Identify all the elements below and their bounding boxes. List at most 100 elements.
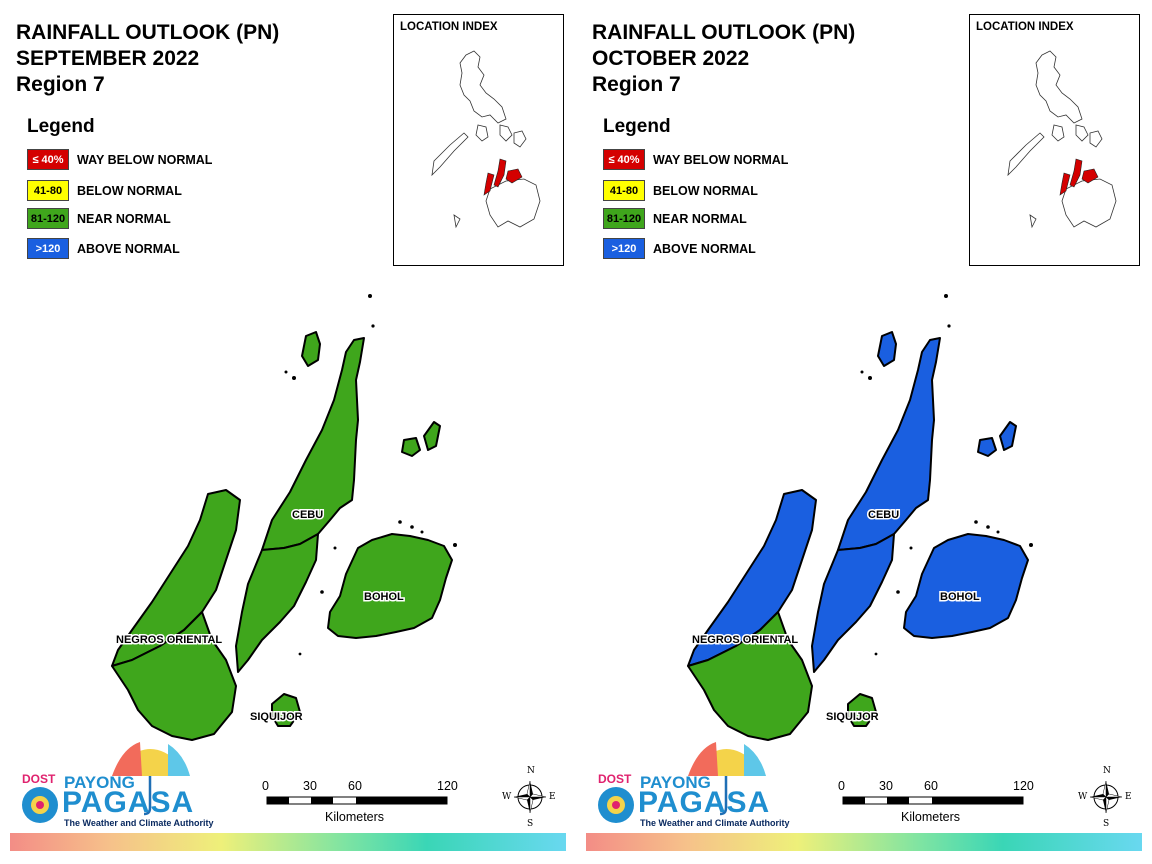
scale-tick-60: 60 xyxy=(348,779,362,793)
legend-title: Legend xyxy=(603,116,671,137)
title-line-2: OCTOBER 2022 xyxy=(592,47,750,70)
islet xyxy=(974,520,978,524)
location-index-title: LOCATION INDEX xyxy=(400,21,498,33)
bohol-label: BOHOL xyxy=(364,591,404,603)
outlook-panel-september: RAINFALL OUTLOOK (PN) SEPTEMBER 2022 Reg… xyxy=(10,14,566,851)
legend-label: BELOW NORMAL xyxy=(653,184,758,198)
title-line-1: RAINFALL OUTLOOK (PN) xyxy=(592,21,856,44)
legend-label: NEAR NORMAL xyxy=(77,212,171,226)
scale-bar xyxy=(266,796,448,805)
philippines-outline-icon xyxy=(431,50,541,229)
pagasa-tagline: The Weather and Climate Authority xyxy=(64,818,214,828)
scale-tick-0: 0 xyxy=(838,779,845,793)
legend-label: BELOW NORMAL xyxy=(77,184,182,198)
bohol xyxy=(903,533,1029,639)
siquijor-label: SIQUIJOR xyxy=(826,711,879,723)
scale-bar xyxy=(842,796,1024,805)
compass-s: S xyxy=(527,819,534,829)
payong-text: PAYONG xyxy=(640,773,711,792)
islet xyxy=(284,370,288,374)
location-index-box: LOCATION INDEX xyxy=(393,14,564,266)
title-line-3: Region 7 xyxy=(16,73,105,96)
cebu-label: CEBU xyxy=(868,509,899,521)
cebu-south xyxy=(235,533,319,673)
siquijor-label: SIQUIJOR xyxy=(250,711,303,723)
bohol xyxy=(327,533,453,639)
map-title: RAINFALL OUTLOOK (PN) OCTOBER 2022 Regio… xyxy=(592,20,855,98)
compass-rose-icon xyxy=(513,780,547,814)
siquijor xyxy=(847,693,877,727)
legend-swatch: 81-120 xyxy=(603,208,645,229)
islet xyxy=(333,546,337,550)
compass-s: S xyxy=(1103,819,1110,829)
islet xyxy=(947,324,951,328)
islet xyxy=(874,652,878,656)
cebu-south xyxy=(811,533,895,673)
legend-swatch: >120 xyxy=(603,238,645,259)
islet xyxy=(860,370,864,374)
location-index-box: LOCATION INDEX xyxy=(969,14,1140,266)
scale-tick-30: 30 xyxy=(879,779,893,793)
islet xyxy=(909,546,913,550)
legend-swatch: ≤ 40% xyxy=(603,149,645,170)
dost-text: DOST xyxy=(22,772,56,786)
compass-e: E xyxy=(1125,792,1132,802)
pagasa-tagline: The Weather and Climate Authority xyxy=(640,818,790,828)
outlook-panel-october: RAINFALL OUTLOOK (PN) OCTOBER 2022 Regio… xyxy=(576,0,1152,864)
location-index-title: LOCATION INDEX xyxy=(976,21,1074,33)
region-7-map: CEBU BOHOL NEGROS ORIENTAL SIQUIJOR xyxy=(598,294,1123,823)
negros-south xyxy=(687,611,813,741)
legend-swatch: 81-120 xyxy=(27,208,69,229)
negros-south xyxy=(111,611,237,741)
islet xyxy=(368,294,372,298)
legend-title: Legend xyxy=(27,116,95,137)
philippines-outline-icon xyxy=(1007,50,1117,229)
legend-swatch: ≤ 40% xyxy=(27,149,69,170)
scale-tick-30: 30 xyxy=(303,779,317,793)
negros-oriental-label: NEGROS ORIENTAL xyxy=(692,634,798,646)
legend-swatch: 41-80 xyxy=(603,180,645,201)
islet xyxy=(1029,543,1033,547)
compass-n: N xyxy=(527,766,535,776)
islet xyxy=(944,294,948,298)
camotes-island-east xyxy=(423,421,441,451)
title-line-3: Region 7 xyxy=(592,73,681,96)
scale-tick-0: 0 xyxy=(262,779,269,793)
pagasa-logo-icon xyxy=(22,742,190,823)
camotes-island xyxy=(401,437,421,457)
compass-w: W xyxy=(1078,792,1088,802)
islet xyxy=(986,525,990,529)
scale-unit-label: Kilometers xyxy=(901,810,961,824)
scale-tick-60: 60 xyxy=(924,779,938,793)
payong-text: PAYONG xyxy=(64,773,135,792)
islet xyxy=(371,324,375,328)
legend-label: NEAR NORMAL xyxy=(653,212,747,226)
color-strip xyxy=(10,833,566,851)
bantayan-island xyxy=(877,331,897,367)
scale-unit-label: Kilometers xyxy=(325,810,385,824)
camotes-island xyxy=(977,437,997,457)
islet xyxy=(398,520,402,524)
pagasa-text: PAGASA xyxy=(62,786,195,819)
compass-w: W xyxy=(502,792,512,802)
islet xyxy=(320,590,324,594)
islet xyxy=(410,525,414,529)
bohol-label: BOHOL xyxy=(940,591,980,603)
color-strip xyxy=(586,833,1142,851)
legend-label: WAY BELOW NORMAL xyxy=(653,153,789,167)
legend-swatch: 41-80 xyxy=(27,180,69,201)
compass-rose-icon xyxy=(1089,780,1123,814)
compass-e: E xyxy=(549,792,556,802)
islet xyxy=(996,530,1000,534)
camotes-island-east xyxy=(999,421,1017,451)
siquijor xyxy=(271,693,301,727)
islet xyxy=(298,652,302,656)
region-7-map: CEBU BOHOL NEGROS ORIENTAL SIQUIJOR xyxy=(22,294,547,823)
legend-label: ABOVE NORMAL xyxy=(77,242,180,256)
islet xyxy=(453,543,457,547)
pagasa-text: PAGASA xyxy=(638,786,771,819)
map-title: RAINFALL OUTLOOK (PN) SEPTEMBER 2022 Reg… xyxy=(16,20,279,98)
title-line-2: SEPTEMBER 2022 xyxy=(16,47,200,70)
dost-text: DOST xyxy=(598,772,632,786)
legend-label: ABOVE NORMAL xyxy=(653,242,756,256)
